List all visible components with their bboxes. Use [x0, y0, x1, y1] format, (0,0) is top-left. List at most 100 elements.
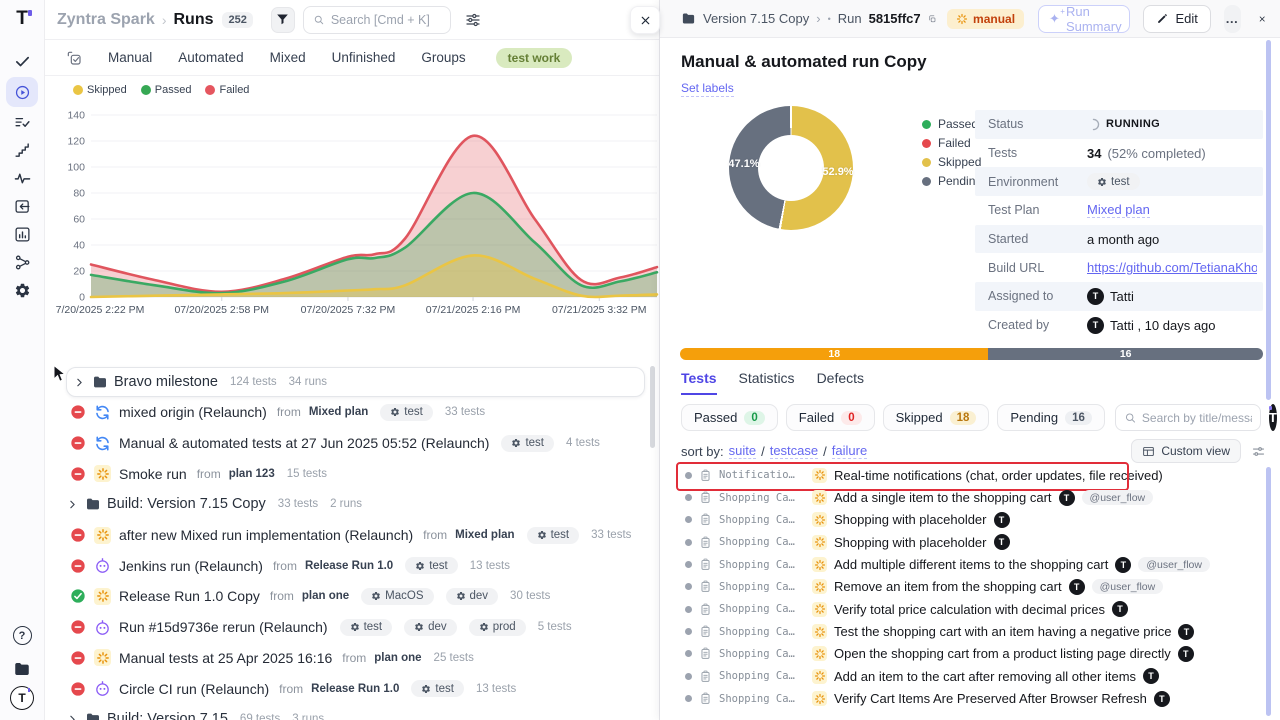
test-row[interactable]: Shopping Ca… Add multiple different items… — [660, 553, 1264, 575]
sidebar-item-milestones[interactable] — [6, 137, 38, 164]
run-group-row[interactable]: Build: Version 7.15 69 tests 3 runs — [45, 704, 659, 720]
run-plan-link[interactable]: plan 123 — [228, 467, 275, 480]
tab-tests[interactable]: Tests — [681, 370, 717, 395]
run-row[interactable]: Release Run 1.0 Copy from plan one MacOS dev… — [45, 581, 659, 612]
sort-by-testcase[interactable]: testcase — [769, 443, 819, 459]
filter-funnel-button[interactable] — [270, 6, 295, 33]
tab-groups[interactable]: Groups — [421, 50, 466, 65]
sort-separator: / — [823, 443, 827, 459]
run-progress-bar[interactable]: 18 16 — [680, 348, 1263, 360]
saved-filter-badge[interactable]: test work — [495, 47, 573, 68]
close-detail-icon[interactable] — [1258, 12, 1266, 26]
run-plan-link[interactable]: Release Run 1.0 — [311, 682, 400, 695]
environment-badge: test — [526, 526, 580, 544]
tab-statistics[interactable]: Statistics — [738, 370, 795, 386]
sidebar-item-settings[interactable] — [6, 277, 38, 304]
run-plan-link[interactable]: plan one — [301, 590, 350, 603]
test-row[interactable]: Shopping Ca… Add a single item to the sho… — [660, 486, 1264, 508]
test-suite: Shopping Ca… — [719, 536, 795, 549]
legend-skipped[interactable]: Skipped — [73, 84, 127, 96]
legend-failed[interactable]: Failed — [205, 84, 249, 96]
tests-scrollbar[interactable] — [1266, 467, 1271, 716]
test-row[interactable]: Notificatio… Real-time notifications (cha… — [660, 461, 1264, 492]
run-row[interactable]: Manual tests at 25 Apr 2025 16:16 from pla… — [45, 643, 659, 674]
copy-icon[interactable] — [928, 12, 936, 26]
run-row[interactable]: after new Mixed run implementation (Rela… — [45, 520, 659, 551]
donut-legend-pending[interactable]: Pending — [922, 174, 982, 188]
filter-failed[interactable]: Failed 0 — [785, 404, 875, 431]
panel-scrollbar[interactable] — [1266, 40, 1271, 400]
projects-folder-icon[interactable] — [6, 655, 38, 682]
run-row[interactable]: Circle CI run (Relaunch) from Release Run … — [45, 673, 659, 704]
status-dot — [685, 516, 692, 524]
test-row[interactable]: Shopping Ca… Remove an item from the shop… — [660, 576, 1264, 598]
tab-mixed[interactable]: Mixed — [269, 50, 306, 65]
close-panel-button[interactable] — [630, 6, 660, 34]
environment-badge: MacOS — [361, 587, 434, 605]
run-plan-link[interactable]: plan one — [374, 651, 422, 664]
sidebar-item-integrations[interactable] — [6, 249, 38, 276]
app-logo-icon[interactable]: T — [16, 8, 32, 29]
run-summary-group: ✦ Run Summary … — [1038, 4, 1131, 33]
runs-search-input[interactable] — [330, 12, 441, 27]
donut-legend-passed[interactable]: Passed — [922, 117, 982, 131]
build-url-link[interactable]: https://github.com/TetianaKhomen... — [1087, 260, 1257, 276]
run-folder-crumb[interactable]: Version 7.15 Copy — [703, 11, 810, 26]
breadcrumb-project[interactable]: Zyntra Spark — [57, 10, 155, 28]
test-row[interactable]: Shopping Ca… Shopping with placeholder T — [660, 509, 1264, 531]
custom-view-button[interactable]: Custom view — [1131, 439, 1241, 463]
set-labels-link[interactable]: Set labels — [681, 81, 734, 97]
clipboard-icon — [699, 536, 712, 549]
more-actions-button[interactable]: … — [1223, 4, 1241, 33]
test-row[interactable]: Shopping Ca… Add an item to the cart afte… — [660, 665, 1264, 687]
tab-automated[interactable]: Automated — [178, 50, 244, 65]
run-plan-link[interactable]: Mixed plan — [308, 406, 369, 419]
run-row[interactable]: Smoke run from plan 123 15 tests — [45, 458, 659, 489]
tab-unfinished[interactable]: Unfinished — [331, 50, 396, 65]
help-icon[interactable]: ? — [12, 626, 32, 645]
run-plan-link[interactable]: Mixed plan — [455, 529, 515, 542]
sort-by-failure[interactable]: failure — [831, 443, 868, 459]
test-row[interactable]: Shopping Ca… Verify Cart Items Are Preser… — [660, 687, 1264, 709]
run-row[interactable]: Manual & automated tests at 27 Jun 2025 … — [45, 428, 659, 459]
run-group-title: Build: Version 7.15 — [107, 711, 228, 720]
user-avatar[interactable]: T — [10, 686, 34, 710]
run-summary-button[interactable]: ✦ Run Summary — [1039, 6, 1129, 32]
test-row[interactable]: Shopping Ca… Verify total price calculati… — [660, 598, 1264, 620]
select-all-icon[interactable] — [66, 50, 82, 66]
filter-passed[interactable]: Passed 0 — [681, 404, 778, 431]
run-row[interactable]: Run #15d9736e rerun (Relaunch) test dev pro… — [45, 612, 659, 643]
funnel-icon — [275, 12, 290, 27]
assignee-filter-avatar[interactable]: T — [1268, 404, 1277, 431]
sidebar-item-tasks[interactable] — [6, 48, 38, 75]
run-row[interactable]: mixed origin (Relaunch) from Mixed plan tes… — [45, 397, 659, 428]
test-row[interactable]: Shopping Ca… Open the shopping cart from … — [660, 643, 1264, 665]
filter-pending[interactable]: Pending 16 — [997, 404, 1105, 431]
sidebar-item-runs[interactable] — [6, 77, 38, 107]
donut-legend-skipped[interactable]: Skipped — [922, 155, 982, 169]
test-row[interactable]: Shopping Ca… Test the shopping cart with … — [660, 620, 1264, 642]
run-group-row[interactable]: Build: Version 7.15 Copy 33 tests 2 runs — [45, 489, 659, 520]
sidebar-item-import[interactable] — [6, 193, 38, 220]
edit-button[interactable]: Edit — [1143, 4, 1211, 33]
test-row[interactable]: Shopping Ca… Shopping with placeholder T — [660, 531, 1264, 553]
run-group-row[interactable]: Bravo milestone 124 tests 34 runs — [66, 367, 645, 397]
sort-by-suite[interactable]: suite — [728, 443, 757, 459]
rerun-icon — [94, 435, 111, 452]
run-plan-link[interactable]: Release Run 1.0 — [304, 559, 394, 572]
run-row[interactable]: Jenkins run (Relaunch) from Release Run 1.… — [45, 550, 659, 581]
tab-manual[interactable]: Manual — [108, 50, 153, 65]
filter-skipped[interactable]: Skipped 18 — [882, 404, 990, 431]
test-plan-link[interactable]: Mixed plan — [1087, 202, 1150, 219]
sidebar-item-analytics[interactable] — [6, 165, 38, 192]
tune-sliders-icon[interactable] — [465, 12, 481, 28]
sidebar-item-test-plans[interactable] — [6, 109, 38, 136]
view-settings-icon[interactable] — [1251, 444, 1266, 459]
tests-search-input[interactable] — [1141, 410, 1252, 425]
sparkle-icon: ✦ — [1049, 7, 1065, 27]
donut-legend-failed[interactable]: Failed — [922, 136, 982, 150]
tab-defects[interactable]: Defects — [816, 370, 865, 386]
legend-passed[interactable]: Passed — [140, 84, 191, 96]
runs-scrollbar[interactable] — [650, 366, 655, 448]
sidebar-item-reports[interactable] — [6, 221, 38, 248]
